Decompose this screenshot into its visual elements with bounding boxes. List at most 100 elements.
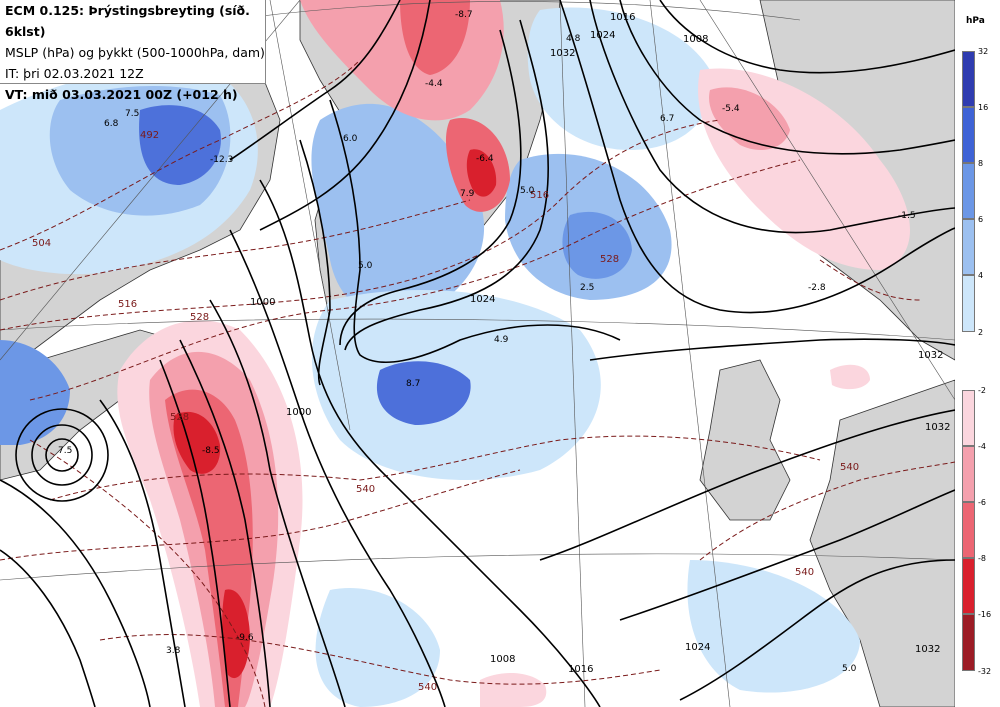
isobar-label: 1024 bbox=[685, 642, 710, 653]
fall-area-south bbox=[480, 673, 547, 707]
initial-time: IT: þri 02.03.2021 12Z bbox=[5, 66, 144, 81]
field-description: MSLP (hPa) og þykkt (500-1000hPa, dam) bbox=[5, 45, 265, 60]
low-center-ring-3 bbox=[15, 408, 109, 502]
change-label: 6.8 bbox=[104, 119, 119, 129]
change-label: 5.0 bbox=[358, 261, 373, 271]
isobar-label: 1016 bbox=[610, 12, 635, 23]
legend-swatch bbox=[962, 107, 975, 163]
legend-swatch bbox=[962, 163, 975, 219]
change-label: 2.5 bbox=[580, 283, 594, 293]
model-title: ECM 0.125: Þrýstingsbreyting (síð. 6klst… bbox=[5, 3, 250, 39]
legend-label: -6 bbox=[978, 498, 986, 507]
legend-swatch bbox=[962, 558, 975, 614]
legend-label: 6 bbox=[978, 215, 984, 224]
isobar-label: 1000 bbox=[286, 407, 311, 418]
pressure-rise-shading bbox=[0, 7, 860, 707]
change-label: -4.4 bbox=[425, 79, 443, 89]
thickness-label: 528 bbox=[170, 412, 189, 423]
change-label: 7.5 bbox=[125, 109, 139, 119]
change-label: -12.3 bbox=[210, 155, 233, 165]
valid-time: VT: mið 03.03.2021 00Z (+012 h) bbox=[5, 87, 238, 102]
pressure-change-map: 1024 1008 1016 1032 1000 1024 1032 1032 … bbox=[0, 0, 955, 707]
legend-label: 16 bbox=[978, 103, 989, 112]
low-center-ring-2 bbox=[31, 424, 93, 486]
pressure-change-labels: 7.5 6.8 -12.3 -8.7 -4.4 6.7 -5.4 2.5 5.0… bbox=[58, 10, 916, 674]
change-label: 5.0 bbox=[520, 186, 535, 196]
legend-swatch bbox=[962, 502, 975, 558]
legend-swatch bbox=[962, 275, 975, 332]
legend-swatch bbox=[962, 219, 975, 275]
thickness-label: 540 bbox=[795, 567, 814, 578]
isobar-label: 1008 bbox=[490, 654, 515, 665]
change-label: -8.5 bbox=[202, 446, 220, 456]
rise-area-south bbox=[315, 588, 440, 707]
fall-area-greenland-core bbox=[466, 149, 497, 197]
legend-swatch bbox=[962, 51, 975, 107]
isobar-labels: 1024 1008 1016 1032 1000 1024 1032 1032 … bbox=[250, 12, 950, 675]
change-label: 7.5 bbox=[58, 446, 72, 456]
isobar-label: 1024 bbox=[470, 294, 495, 305]
legend-label: -32 bbox=[978, 667, 992, 676]
thickness-label: 504 bbox=[32, 238, 51, 249]
isobar-label: 1032 bbox=[918, 350, 943, 361]
thickness-label: 516 bbox=[118, 299, 137, 310]
change-label: 5.0 bbox=[842, 664, 857, 674]
rise-area-southeast bbox=[687, 560, 860, 693]
change-label: 6.0 bbox=[343, 134, 358, 144]
change-label: 8.7 bbox=[406, 379, 420, 389]
british-isles bbox=[699, 359, 791, 521]
thickness-contours bbox=[0, 59, 955, 707]
isobar-label: 1024 bbox=[590, 30, 615, 41]
legend-label: 32 bbox=[978, 47, 989, 56]
legend-label: -8 bbox=[978, 554, 986, 563]
change-label: 4.9 bbox=[494, 335, 509, 345]
legend-swatch bbox=[962, 390, 975, 446]
change-label: -6.4 bbox=[476, 154, 494, 164]
change-label: -8.7 bbox=[455, 10, 473, 20]
fall-area-east bbox=[830, 364, 870, 390]
change-label: 6.7 bbox=[660, 114, 674, 124]
change-label: -5.4 bbox=[722, 104, 740, 114]
legend-unit: hPa bbox=[966, 16, 985, 26]
isobar-label: 1032 bbox=[550, 48, 575, 59]
fall-band-core bbox=[173, 411, 221, 474]
thickness-label: 528 bbox=[600, 254, 619, 265]
isobar-label: 1032 bbox=[915, 644, 940, 655]
legend-label: -16 bbox=[978, 610, 992, 619]
legend-label: 4 bbox=[978, 271, 984, 280]
fall-band-core-south bbox=[222, 589, 250, 679]
change-label: -9.6 bbox=[236, 633, 254, 643]
thickness-labels: 492 504 516 528 540 540 540 528 516 528 … bbox=[32, 130, 859, 693]
legend-label: -2 bbox=[978, 386, 986, 395]
legend-label: 2 bbox=[978, 328, 984, 337]
thickness-label: 492 bbox=[140, 130, 159, 141]
rise-area-labrador bbox=[0, 340, 70, 445]
rise-area-greenland-strait bbox=[311, 103, 485, 318]
thickness-label: 540 bbox=[418, 682, 437, 693]
change-label: -2.8 bbox=[808, 283, 826, 293]
isobar-label: 1000 bbox=[250, 297, 275, 308]
change-label: -1.5 bbox=[898, 211, 916, 221]
thickness-label: 516 bbox=[530, 190, 549, 201]
legend-swatch bbox=[962, 446, 975, 502]
change-label: 4.8 bbox=[566, 34, 581, 44]
change-label: 3.8 bbox=[166, 646, 181, 656]
pressure-fall-shading bbox=[117, 0, 910, 707]
thickness-label: 528 bbox=[190, 312, 209, 323]
rise-area-iceland-core bbox=[562, 211, 632, 279]
legend-label: -4 bbox=[978, 442, 986, 451]
rise-area-west-core bbox=[139, 105, 221, 185]
low-center-ring-1 bbox=[45, 438, 79, 472]
isobars bbox=[0, 0, 955, 707]
color-legend: hPa 32 16 8 6 4 2 -2 -4 -6 -8 -16 -32 bbox=[955, 0, 1000, 707]
map-title-box: ECM 0.125: Þrýstingsbreyting (síð. 6klst… bbox=[0, 0, 266, 102]
isobar-label: 1016 bbox=[568, 664, 593, 675]
rise-area-central-core bbox=[376, 361, 471, 425]
legend-label: 8 bbox=[978, 159, 984, 168]
thickness-label: 540 bbox=[356, 484, 375, 495]
isobar-label: 1008 bbox=[683, 34, 708, 45]
legend-swatch bbox=[962, 614, 975, 671]
change-label: 7.9 bbox=[460, 189, 475, 199]
thickness-label: 540 bbox=[840, 462, 859, 473]
